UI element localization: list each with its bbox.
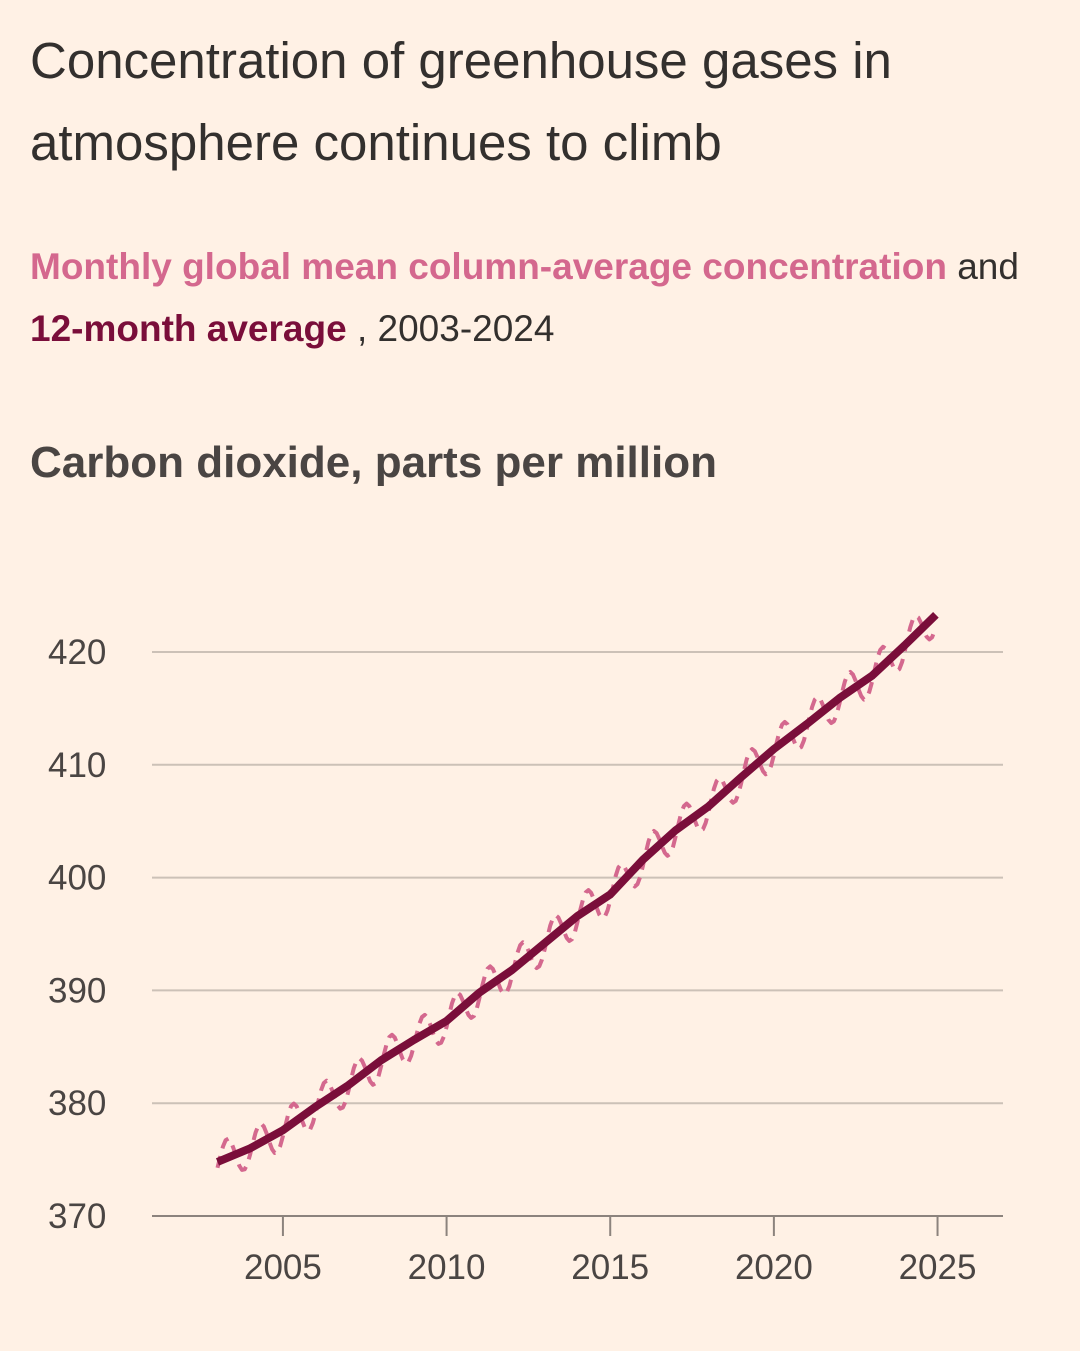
- monthly-series-line: [215, 613, 937, 1172]
- chart-title-heading: Concentration of greenhouse gases in atm…: [30, 32, 892, 171]
- legend-monthly-label: Monthly global mean column-average conce…: [30, 246, 947, 287]
- x-tick-label: 2010: [408, 1248, 486, 1287]
- x-tick-label: 2005: [244, 1248, 322, 1287]
- y-tick-label: 410: [48, 746, 106, 785]
- legend-average-label: 12-month average: [30, 308, 347, 349]
- y-tick-label: 380: [48, 1084, 106, 1123]
- y-tick-label: 420: [48, 633, 106, 672]
- x-tick-label: 2025: [899, 1248, 977, 1287]
- co2-line-chart: 370 380 390 400 410 420 2005 2010 2015 2020 2025: [48, 611, 1003, 1287]
- x-tick-label: 2020: [735, 1248, 813, 1287]
- chart-subtitle: Monthly global mean column-average conce…: [30, 236, 1060, 360]
- average-series-line: [215, 611, 939, 1166]
- subtitle-range: , 2003-2024: [356, 308, 555, 349]
- y-tick-label: 370: [48, 1197, 106, 1236]
- x-tick-label: 2015: [571, 1248, 649, 1287]
- subtitle-and: and: [957, 246, 1019, 287]
- y-tick-label: 400: [48, 859, 106, 898]
- chart-panel-title: Carbon dioxide, parts per million: [30, 438, 717, 487]
- y-tick-label: 390: [48, 971, 106, 1010]
